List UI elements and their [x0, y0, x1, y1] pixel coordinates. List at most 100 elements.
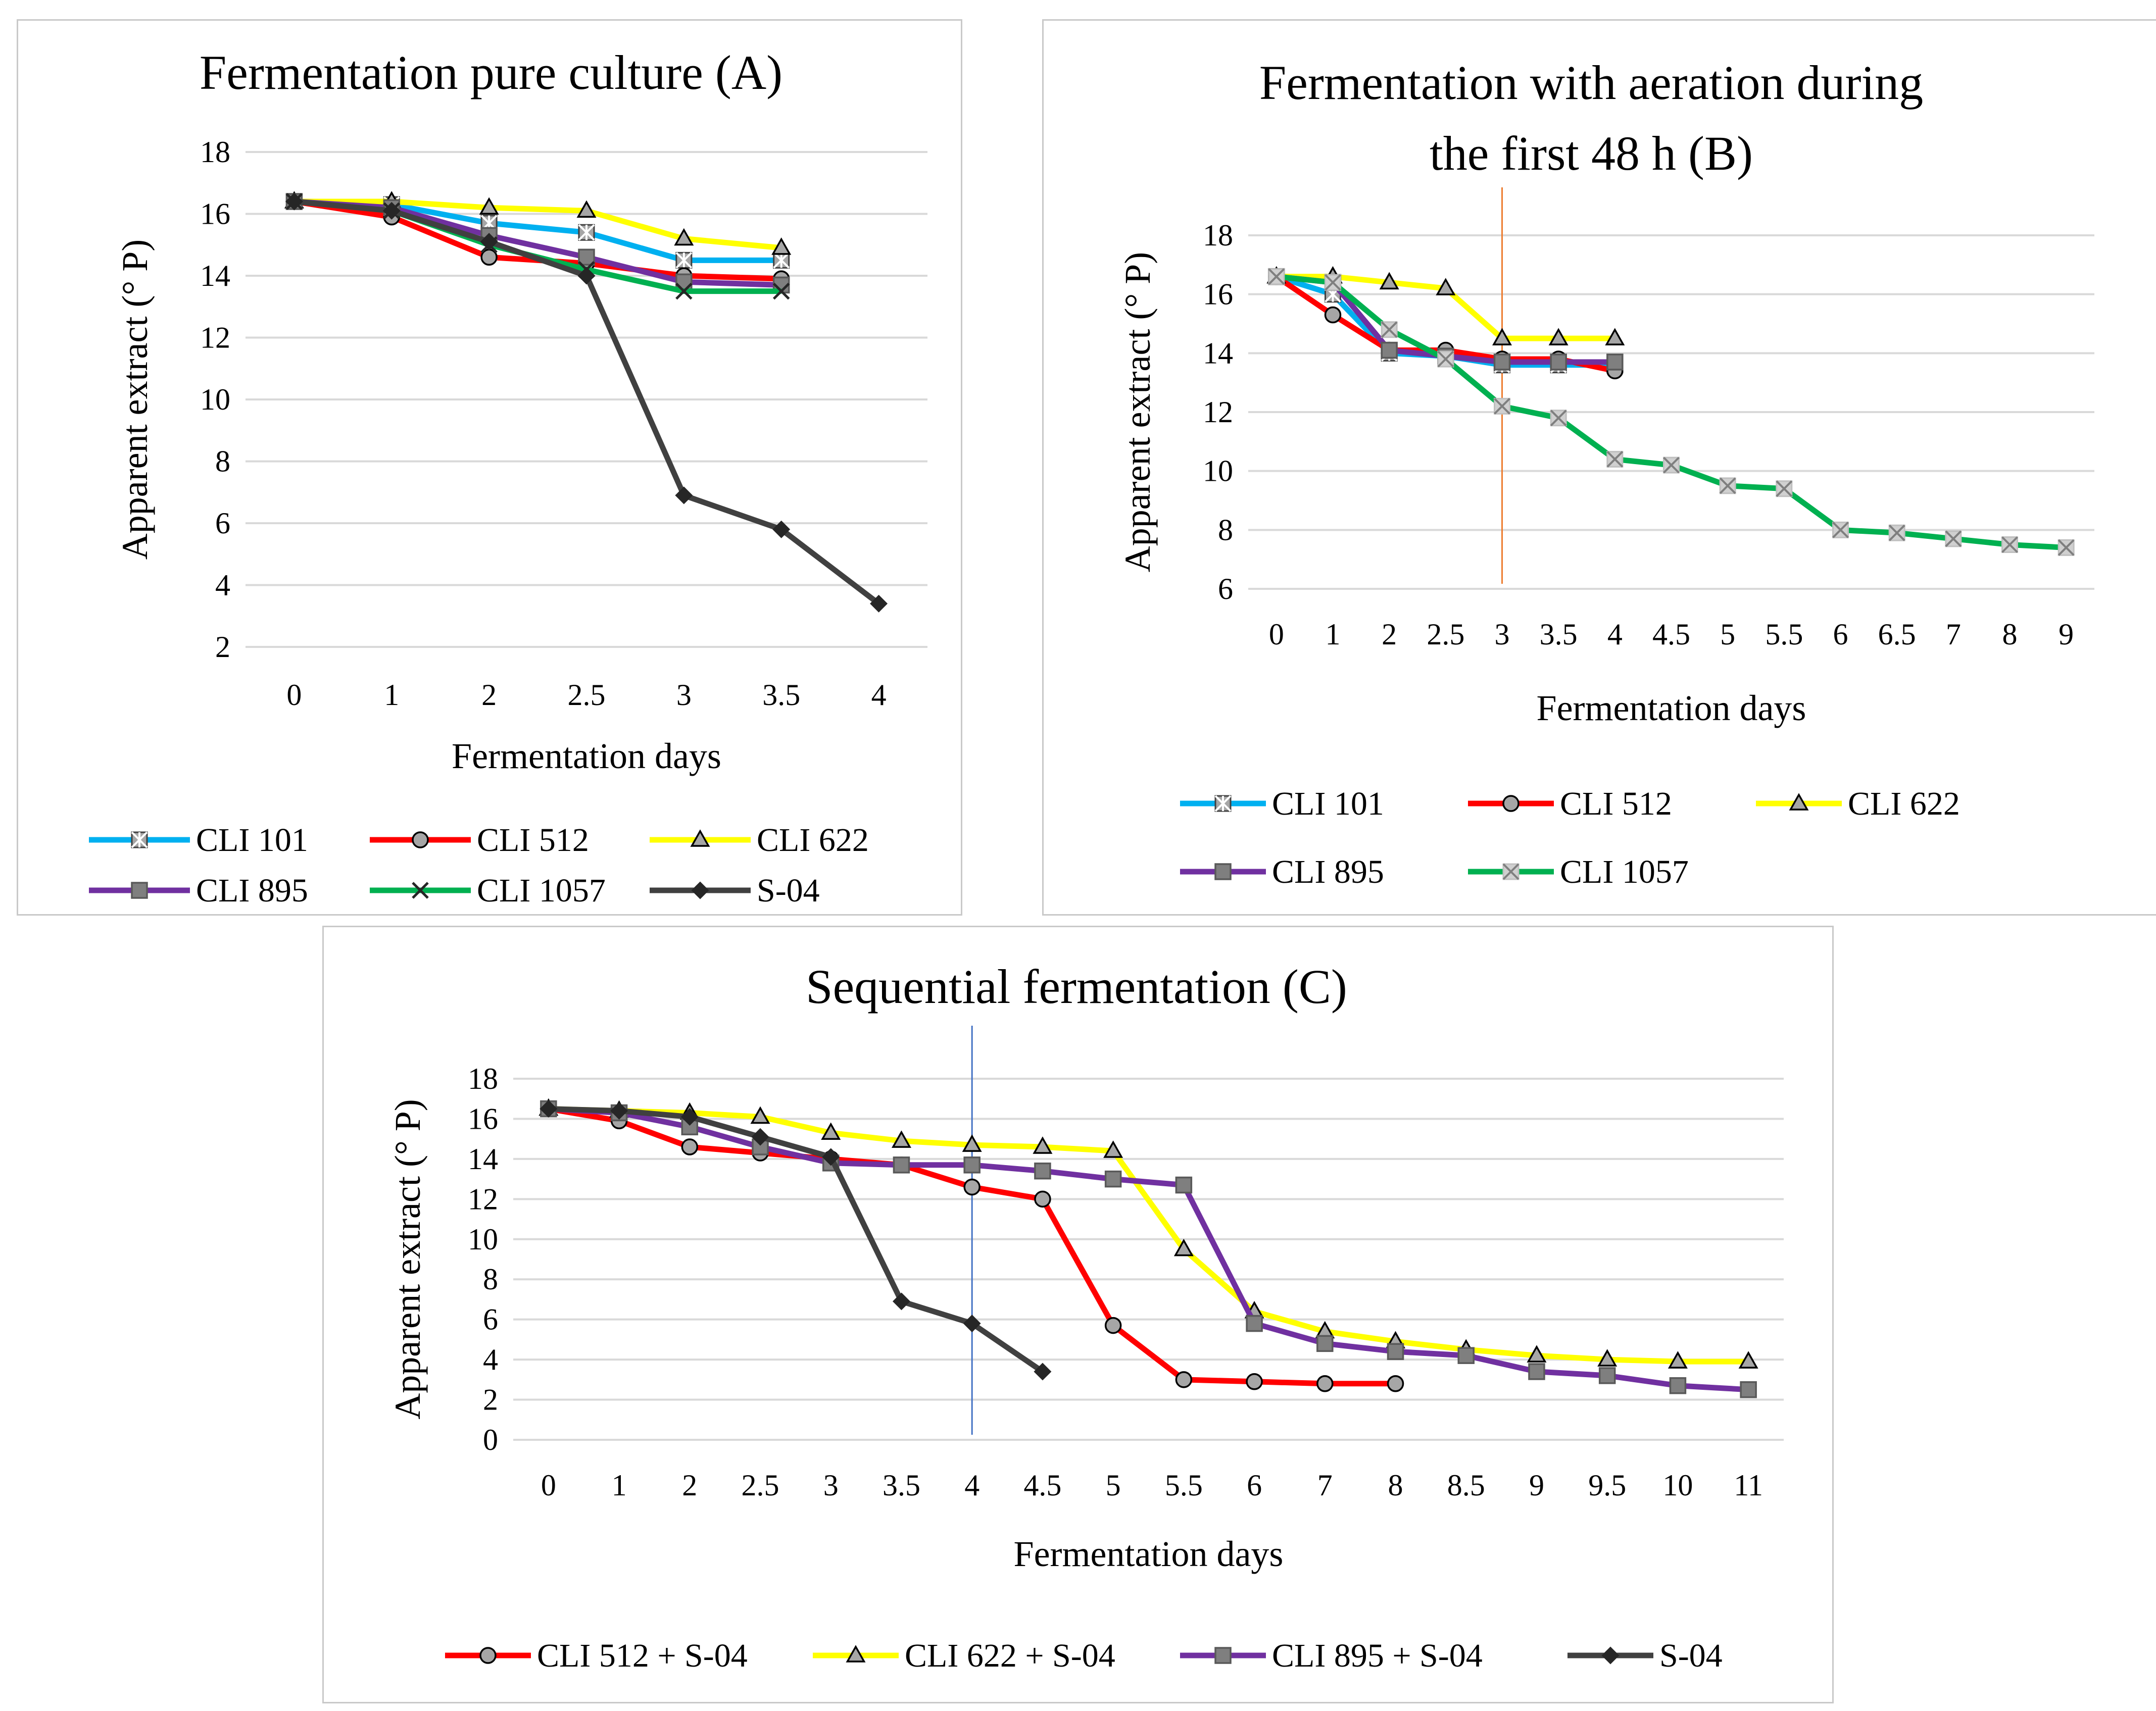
chart-c-line-cli-895-s-04 — [548, 1106, 1749, 1393]
chart-a-legend-marker — [412, 882, 429, 899]
chart-c-point-cli-622-s-04 — [821, 1122, 841, 1140]
chart-a-legend-marker — [131, 831, 148, 848]
chart-b-series-cli-1057 — [1268, 268, 2075, 556]
chart-a-point-cli-101 — [773, 251, 790, 269]
chart-b-point-cli-1057 — [1606, 450, 1624, 468]
chart-c-point-cli-622-s-04 — [1668, 1351, 1688, 1369]
chart-a-svg: Fermentation pure culture (A)24681012141… — [89, 45, 927, 909]
chart-c-point-cli-622-s-04 — [1597, 1349, 1618, 1367]
chart-c-xtick-label: 5.5 — [1165, 1469, 1203, 1502]
chart-b-ytick-label: 10 — [1203, 455, 1233, 488]
chart-c-point-s-04 — [822, 1148, 840, 1166]
chart-c-series-cli-895-s-04 — [540, 1100, 1757, 1398]
chart-c-point-cli-622-s-04 — [750, 1106, 770, 1124]
chart-c-point-cli-895-s-04 — [1104, 1170, 1122, 1188]
chart-b-point-cli-1057 — [1550, 410, 1567, 427]
chart-b-point-cli-622 — [1492, 328, 1512, 345]
chart-c-point-s-04 — [540, 1100, 558, 1118]
chart-b-point-cli-895 — [1606, 354, 1624, 371]
chart-b-point-cli-1057 — [1663, 457, 1680, 474]
chart-b-legend-marker — [1789, 793, 1809, 811]
chart-b-point-cli-622 — [1548, 328, 1569, 345]
chart-a-ytick-label: 2 — [215, 630, 230, 664]
chart-c-point-cli-895-s-04 — [1598, 1367, 1616, 1384]
chart-c-point-cli-895-s-04 — [1669, 1377, 1687, 1394]
chart-b-point-cli-1057 — [1437, 350, 1454, 368]
chart-c-point-cli-895-s-04 — [1316, 1335, 1334, 1352]
chart-a-point-cli-622 — [479, 197, 499, 215]
chart-b-point-cli-1057 — [1945, 530, 1962, 547]
chart-c-point-cli-622-s-04 — [1173, 1238, 1194, 1256]
chart-a-series-s-04 — [285, 192, 888, 613]
chart-a-point-cli-101 — [578, 224, 595, 241]
chart-c-xtick-label: 3.5 — [883, 1469, 920, 1502]
chart-c-point-cli-622-s-04 — [1103, 1140, 1123, 1158]
chart-a-ytick-label: 18 — [200, 135, 230, 169]
chart-a-legend-label: CLI 1057 — [477, 872, 606, 909]
chart-a-legend-item-cli-101: CLI 101 — [89, 822, 308, 859]
chart-b-legend-label: CLI 1057 — [1560, 853, 1689, 890]
chart-c-ytick-label: 0 — [483, 1423, 498, 1456]
chart-b-legend-item-cli-512: CLI 512 — [1468, 785, 1672, 822]
chart-c-point-cli-512-s-04 — [1175, 1371, 1193, 1388]
chart-b-point-cli-1057 — [1776, 480, 1793, 497]
chart-c-legend-item-s-04: S-04 — [1567, 1637, 1723, 1674]
chart-b-ytick-label: 16 — [1203, 278, 1233, 311]
chart-a-legend-marker — [131, 882, 148, 899]
chart-c-point-s-04 — [751, 1128, 769, 1146]
chart-b-xtick-label: 5 — [1720, 618, 1735, 651]
chart-a-point-s-04 — [382, 202, 401, 220]
chart-c-xtick-label: 8.5 — [1447, 1469, 1485, 1502]
chart-a-ytick-label: 10 — [200, 383, 230, 416]
chart-b-point-cli-895 — [1381, 341, 1398, 359]
chart-c-point-cli-622-s-04 — [1738, 1351, 1758, 1369]
chart-b-point-cli-1057 — [1268, 268, 1285, 285]
chart-c-point-cli-512-s-04 — [963, 1178, 981, 1196]
chart-a-ytick-label: 4 — [215, 569, 230, 602]
chart-b-xtick-label: 4.5 — [1652, 618, 1690, 651]
chart-c-ytick-label: 10 — [468, 1223, 498, 1256]
chart-b-xtick-label: 6.5 — [1878, 618, 1916, 651]
chart-c-xtick-label: 4 — [964, 1469, 979, 1502]
chart-a-point-s-04 — [285, 192, 303, 211]
chart-a-legend-item-cli-1057: CLI 1057 — [370, 872, 606, 909]
chart-c-ytick-label: 2 — [483, 1383, 498, 1417]
chart-c-xtick-label: 11 — [1734, 1469, 1763, 1502]
chart-c-line-s-04 — [548, 1106, 1045, 1374]
chart-b-point-cli-1057 — [1325, 274, 1341, 291]
chart-b-point-cli-622 — [1605, 328, 1625, 345]
chart-a-legend-item-cli-895: CLI 895 — [89, 872, 308, 909]
chart-b-legend-item-cli-101: CLI 101 — [1180, 785, 1384, 822]
chart-c-point-cli-622-s-04 — [1527, 1345, 1547, 1363]
chart-c-xtick-label: 10 — [1662, 1469, 1693, 1502]
chart-c-point-cli-895-s-04 — [1387, 1343, 1404, 1360]
chart-a-xtick-label: 3 — [676, 678, 692, 712]
chart-b-x-axis-label: Fermentation days — [1537, 688, 1806, 728]
chart-b-title-line-1: Fermentation with aeration during — [1259, 56, 1923, 110]
chart-c-legend-marker — [1214, 1647, 1232, 1664]
chart-c-ytick-label: 8 — [483, 1263, 498, 1296]
chart-b-y-axis-label: Apparent extract (° P) — [1117, 252, 1158, 573]
chart-b-xtick-label: 8 — [2002, 618, 2018, 651]
chart-a-point-s-04 — [480, 233, 498, 251]
chart-a-legend-label: CLI 895 — [196, 872, 308, 909]
chart-c-line-cli-622-s-04 — [548, 1106, 1749, 1365]
chart-b-xtick-label: 3 — [1495, 618, 1510, 651]
chart-a-point-cli-895 — [578, 248, 595, 266]
chart-a-ytick-label: 8 — [215, 445, 230, 478]
chart-a-xtick-label: 3.5 — [762, 678, 800, 712]
chart-b-legend-item-cli-622: CLI 622 — [1756, 785, 1960, 822]
chart-b-xtick-label: 6 — [1833, 618, 1848, 651]
chart-a-point-cli-1057 — [772, 282, 790, 300]
chart-panel-b: Fermentation with aeration during the fir… — [1042, 19, 2156, 916]
chart-c-legend-marker — [846, 1645, 866, 1663]
chart-c-ytick-label: 14 — [468, 1142, 498, 1176]
chart-b-legend-marker — [1502, 863, 1520, 880]
chart-a-legend-marker — [412, 831, 429, 848]
chart-a-legend-label: S-04 — [757, 872, 820, 909]
chart-b-point-cli-622 — [1436, 278, 1456, 295]
chart-a-legend-label: CLI 512 — [477, 822, 589, 859]
chart-b-point-cli-1057 — [2057, 539, 2075, 556]
chart-b-point-cli-1057 — [1832, 521, 1849, 538]
chart-a-title: Fermentation pure culture (A) — [200, 45, 782, 99]
